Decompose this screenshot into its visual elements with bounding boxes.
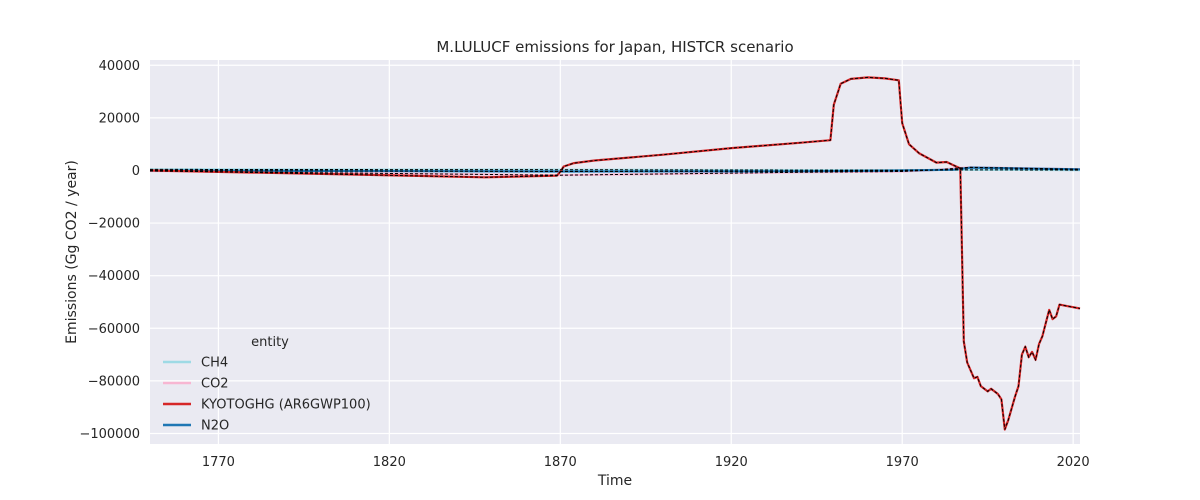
legend-label-co2: CO2 [201, 377, 229, 392]
y-tick-label: −100000 [79, 427, 140, 442]
y-tick-label: −20000 [88, 217, 140, 232]
y-tick-label: −80000 [88, 374, 140, 389]
x-tick-label: 1870 [544, 455, 577, 470]
y-axis-label: Emissions (Gg CO2 / year) [64, 160, 80, 344]
legend: entity CH4 CO2 KYOTOGHG (AR6GWP100) N2O [163, 335, 371, 434]
dashed-overlay-n2o [149, 167, 1081, 173]
x-tick-label: 2020 [1057, 455, 1090, 470]
y-tick-labels: 40000 20000 0 −20000 −40000 −60000 −80000 −1000… [79, 59, 140, 442]
legend-label-kyotoghg-ar6gwp100: KYOTOGHG (AR6GWP100) [201, 398, 371, 413]
x-tick-label: 1770 [202, 455, 235, 470]
legend-label-n2o: N2O [201, 419, 229, 434]
legend-label-ch4: CH4 [201, 356, 228, 371]
chart-title: M.LULUCF emissions for Japan, HISTCR sce… [436, 38, 793, 56]
x-axis-label: Time [597, 473, 632, 489]
y-tick-label: 20000 [99, 111, 140, 126]
series-lines [149, 76, 1081, 431]
y-tick-label: −40000 [88, 269, 140, 284]
legend-title: entity [251, 335, 289, 350]
x-tick-label: 1820 [373, 455, 406, 470]
y-tick-label: 0 [132, 164, 140, 179]
x-tick-labels: 1770 1820 1870 1920 1970 2020 [202, 455, 1090, 470]
dashed-overlay-co2 [149, 166, 1081, 176]
x-tick-label: 1970 [886, 455, 919, 470]
plot-area [150, 60, 1080, 444]
y-tick-label: −60000 [88, 322, 140, 337]
x-tick-label: 1920 [715, 455, 748, 470]
dashed-overlay-kyotoghg-ar6gwp100 [149, 76, 1081, 430]
y-tick-label: 40000 [99, 59, 140, 74]
